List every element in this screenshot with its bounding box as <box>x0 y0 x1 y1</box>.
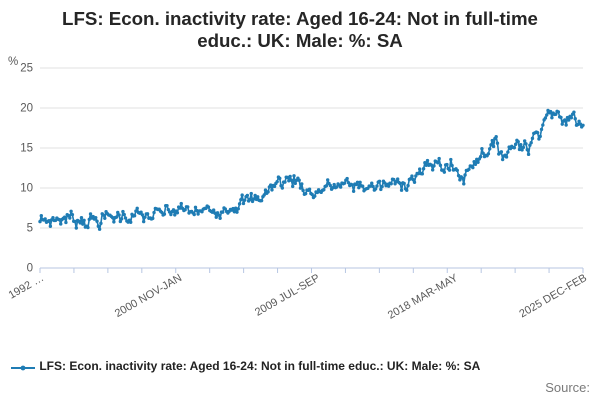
svg-text:25: 25 <box>20 63 33 75</box>
svg-text:5: 5 <box>27 223 33 235</box>
svg-text:10: 10 <box>20 183 33 195</box>
svg-text:20: 20 <box>20 103 33 115</box>
svg-text:15: 15 <box>20 143 33 155</box>
svg-text:0: 0 <box>27 263 33 275</box>
